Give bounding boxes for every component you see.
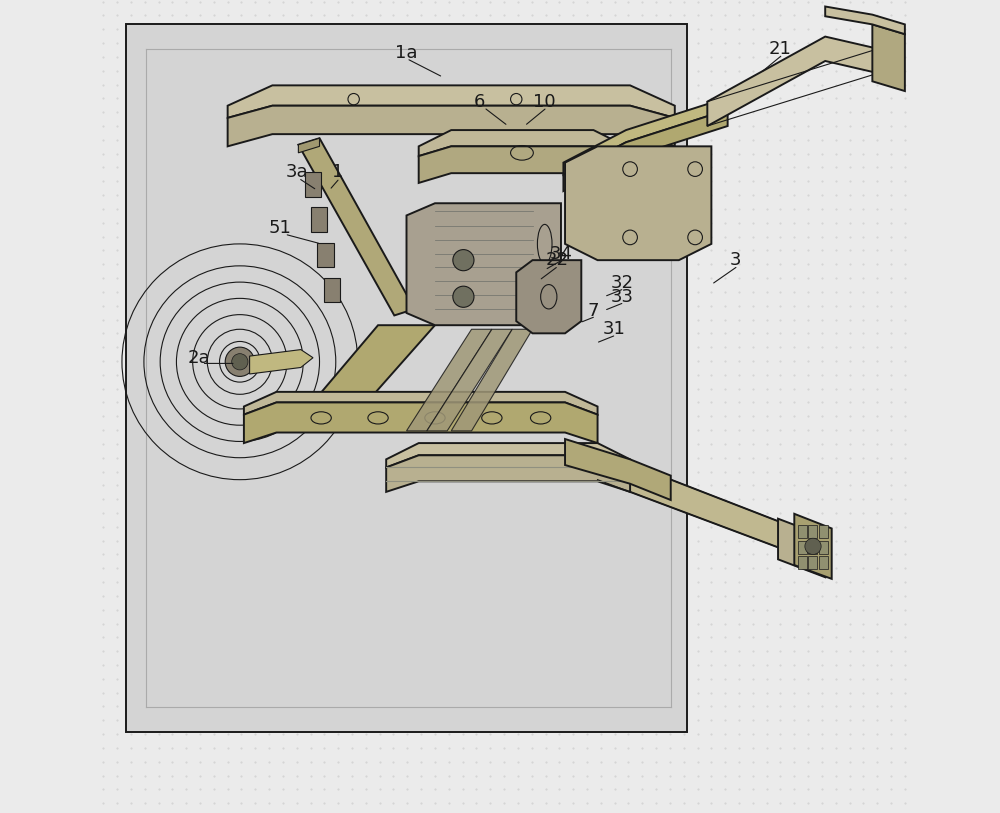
Polygon shape — [250, 350, 313, 374]
Polygon shape — [707, 37, 898, 126]
Polygon shape — [451, 329, 533, 431]
Bar — [808, 525, 817, 538]
Polygon shape — [407, 203, 561, 325]
Bar — [808, 556, 817, 569]
Polygon shape — [565, 146, 711, 260]
Polygon shape — [598, 451, 793, 553]
Bar — [798, 556, 807, 569]
Circle shape — [225, 347, 254, 376]
Polygon shape — [386, 455, 630, 492]
Polygon shape — [298, 138, 320, 153]
Polygon shape — [228, 106, 675, 146]
Bar — [798, 541, 807, 554]
Text: 6: 6 — [474, 93, 485, 111]
Polygon shape — [289, 325, 435, 431]
Text: 7: 7 — [588, 302, 599, 320]
Circle shape — [453, 286, 474, 307]
Polygon shape — [872, 24, 905, 91]
Bar — [819, 556, 828, 569]
Polygon shape — [565, 439, 671, 500]
Polygon shape — [516, 260, 581, 333]
Polygon shape — [244, 392, 598, 415]
Polygon shape — [317, 243, 334, 267]
Text: 3: 3 — [730, 251, 742, 269]
Polygon shape — [427, 329, 512, 431]
Polygon shape — [778, 519, 825, 577]
Polygon shape — [825, 7, 905, 34]
Bar — [798, 525, 807, 538]
Text: 31: 31 — [602, 320, 625, 338]
Text: 2a: 2a — [188, 349, 211, 367]
Bar — [819, 525, 828, 538]
Polygon shape — [298, 138, 415, 315]
Text: 10: 10 — [533, 93, 556, 111]
Polygon shape — [324, 278, 340, 302]
Polygon shape — [228, 85, 675, 118]
Text: 1a: 1a — [395, 44, 418, 62]
Text: 34: 34 — [549, 245, 572, 263]
Polygon shape — [563, 98, 728, 175]
Polygon shape — [407, 329, 492, 431]
Text: 21: 21 — [769, 40, 792, 58]
Circle shape — [805, 538, 821, 554]
Text: 33: 33 — [610, 288, 633, 306]
Circle shape — [453, 250, 474, 271]
Text: 32: 32 — [610, 274, 633, 292]
Polygon shape — [419, 130, 626, 156]
Polygon shape — [419, 146, 626, 183]
Polygon shape — [563, 110, 728, 191]
Polygon shape — [244, 402, 598, 443]
Circle shape — [232, 354, 248, 370]
Polygon shape — [311, 207, 327, 232]
Polygon shape — [794, 514, 832, 579]
Text: 1: 1 — [332, 163, 343, 181]
Polygon shape — [126, 24, 687, 732]
Polygon shape — [386, 443, 630, 467]
Text: 3a: 3a — [285, 163, 308, 181]
Polygon shape — [305, 172, 321, 197]
Text: 22: 22 — [545, 251, 568, 269]
Bar — [808, 541, 817, 554]
Text: 51: 51 — [269, 219, 292, 237]
Bar — [819, 541, 828, 554]
